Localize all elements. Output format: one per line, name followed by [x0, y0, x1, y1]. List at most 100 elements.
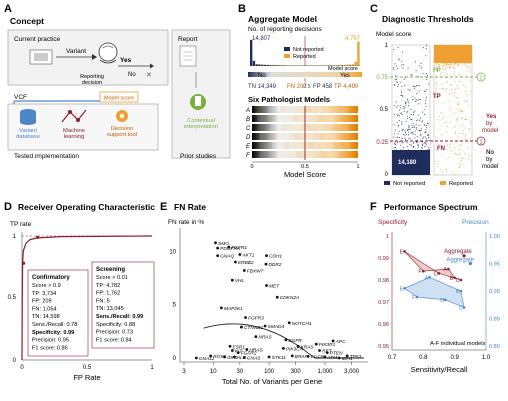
c-point-reported	[454, 80, 456, 82]
c-point-reported	[446, 81, 448, 83]
e-xlabel: Total No. of Variants per Gene	[222, 377, 322, 386]
c-point-reported	[457, 64, 459, 66]
gene-label: FBXW7	[247, 269, 264, 275]
gene-label: ATM	[326, 355, 337, 361]
trash-icon: ✕	[146, 72, 152, 79]
f-model-point	[422, 269, 425, 273]
c-point-not-reported	[420, 127, 422, 129]
f-x-tick: 0.9	[450, 355, 459, 361]
c-legend-reported-swatch	[440, 181, 446, 185]
e-x-tick-label: 3	[182, 369, 186, 375]
f-prec-aggregate-label: Aggregate	[446, 258, 474, 264]
c-point-reported	[459, 153, 460, 155]
c-point-not-reported	[402, 67, 404, 69]
c-point-not-reported	[416, 93, 418, 95]
c-point-not-reported	[416, 84, 417, 86]
c-point-reported	[444, 68, 446, 70]
c-point-not-reported	[426, 127, 428, 129]
c-point-not-reported	[394, 129, 396, 131]
c-point-reported	[470, 122, 472, 124]
c-point-not-reported	[394, 143, 396, 145]
c-point-not-reported	[419, 129, 421, 131]
c-point-reported	[464, 100, 466, 102]
c-point-not-reported	[425, 103, 427, 105]
c-point-not-reported	[401, 95, 403, 96]
c-point-reported	[447, 63, 449, 64]
c-point-not-reported	[425, 144, 427, 146]
aggregate-score-bar	[248, 72, 362, 77]
c-point-reported	[435, 83, 437, 85]
c-point-not-reported	[427, 134, 429, 136]
c-point-not-reported	[412, 99, 414, 101]
c-point-not-reported	[408, 102, 410, 104]
c-legend-not-reported-swatch	[384, 181, 390, 185]
gene-label: FGFR2	[241, 351, 257, 357]
c-circled-1: 1	[479, 140, 482, 146]
panel-a: A Concept Current practice Variant Yes N…	[4, 3, 231, 160]
c-point-reported	[463, 130, 465, 132]
f-model-label: B	[456, 289, 460, 295]
c-point-not-reported	[418, 146, 420, 148]
c-point-reported	[464, 90, 466, 92]
c-point-reported	[455, 153, 457, 155]
hist-bar-reported	[343, 64, 346, 66]
e-x-tick-label: 3,000	[344, 369, 360, 375]
c-point-not-reported	[403, 129, 405, 131]
c-no-by-3: model	[482, 164, 498, 170]
gene-label: VHL	[235, 278, 245, 284]
variant-label: Variant	[66, 48, 86, 55]
c-point-reported	[464, 127, 466, 129]
c-point-reported	[438, 64, 440, 66]
c-point-reported	[442, 83, 443, 85]
gene-point	[223, 355, 227, 359]
c-point-not-reported	[401, 90, 402, 92]
c-point-not-reported	[417, 145, 419, 146]
hist-bar-reported	[338, 64, 341, 66]
c-point-not-reported	[398, 124, 400, 126]
c-point-not-reported	[411, 131, 413, 133]
f-left-tick: 1	[386, 234, 389, 240]
c-point-not-reported	[426, 45, 428, 47]
gene-label: IDH2	[227, 355, 238, 361]
e-axis-ticks: 3 10 30 100 300 1,000 3,000 0 5 10	[169, 249, 359, 375]
pathologist-head-icon	[98, 42, 118, 64]
screening-box	[91, 261, 155, 349]
c-point-reported	[454, 71, 456, 73]
f-x-tick: 0.8	[419, 355, 428, 361]
screening-metric-line: TP: 4,782	[96, 283, 120, 289]
gene-point	[216, 246, 220, 250]
c-point-reported	[436, 68, 438, 70]
f-axis-ticks: 1 0.99 0.98 0.97 0.96 0.95 1.00 0.95 0.90 0.85 0.8…	[378, 234, 500, 361]
c-point-not-reported	[393, 84, 395, 86]
c-point-not-reported	[393, 124, 395, 126]
c-point-not-reported	[398, 109, 400, 111]
hist-bar-reported	[349, 64, 352, 66]
c-point-reported	[460, 158, 462, 159]
c-point-not-reported	[399, 107, 401, 109]
c-point-not-reported	[411, 124, 413, 126]
c-point-reported	[452, 65, 454, 67]
c-point-not-reported	[407, 99, 408, 100]
c-point-not-reported	[402, 141, 404, 143]
d-xlabel: FP Rate	[73, 373, 100, 382]
c-point-not-reported	[399, 112, 401, 114]
gene-label: GNAQ	[220, 254, 234, 260]
c-point-not-reported	[413, 114, 414, 115]
gene-point	[219, 306, 223, 310]
confirmatory-metric-line: FP: 209	[32, 299, 52, 305]
c-tn-count: 14,180	[398, 160, 417, 166]
f-model-point	[459, 289, 463, 293]
c-point-not-reported	[420, 130, 422, 131]
c-point-not-reported	[416, 139, 418, 141]
c-point-reported	[447, 63, 449, 65]
c-point-not-reported	[399, 105, 401, 107]
c-point-reported	[448, 156, 450, 158]
c-point-reported	[443, 65, 445, 67]
gene-point	[296, 344, 300, 348]
f-model-point	[403, 286, 406, 290]
c-point-reported	[445, 168, 447, 170]
f-left-tick: 0.99	[378, 256, 389, 262]
vcf-label: VCF	[14, 94, 27, 101]
c-point-reported	[457, 118, 459, 119]
